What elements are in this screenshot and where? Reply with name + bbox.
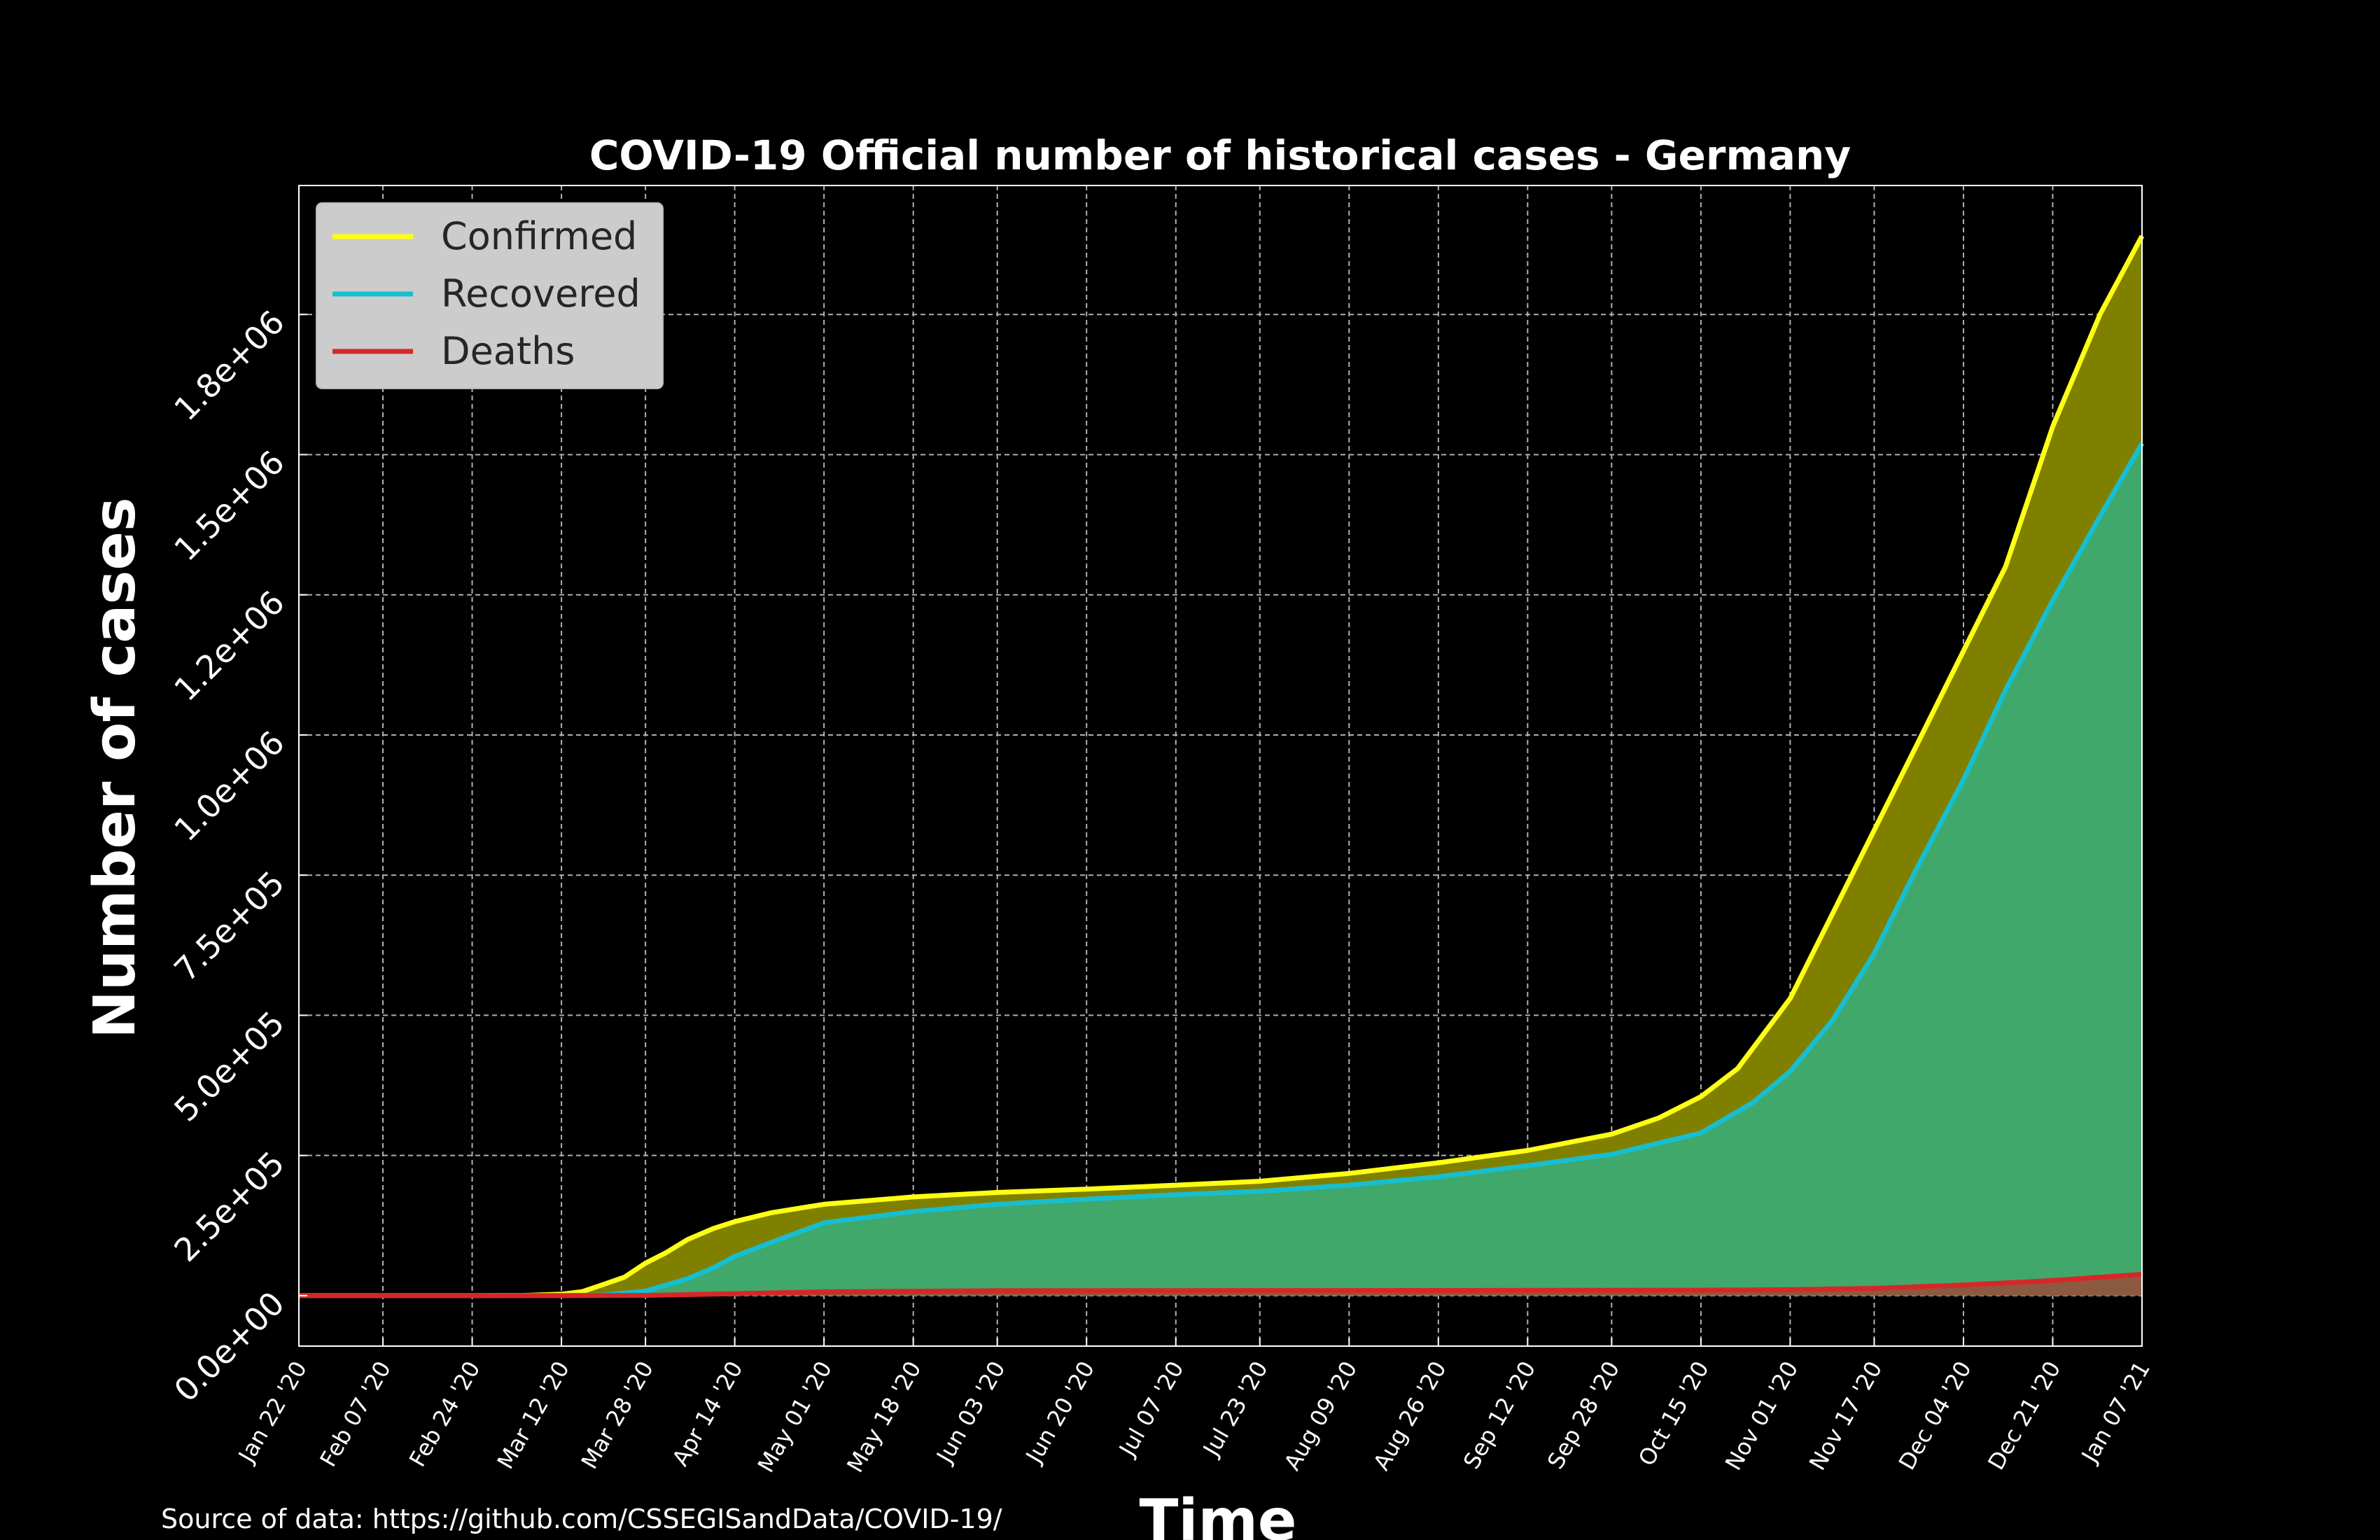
line-deaths <box>299 1272 2143 1298</box>
legend-label-recovered: Recovered <box>441 272 640 316</box>
legend-label-deaths: Deaths <box>441 329 575 373</box>
chart-title: COVID-19 Official number of historical c… <box>589 132 1851 179</box>
plot-frame <box>298 185 2143 1347</box>
x-axis-label: Time <box>1139 1488 1296 1540</box>
legend-box <box>316 202 664 389</box>
line-recovered <box>298 442 2145 1298</box>
y-axis-label: Number of cases <box>82 497 148 1038</box>
line-confirmed <box>299 234 2145 1298</box>
area-recovered <box>299 443 2142 1296</box>
data-source-note: Source of data: https://github.com/CSSEG… <box>161 1504 1002 1534</box>
legend-label-confirmed: Confirmed <box>441 214 637 258</box>
legend: Confirmed Recovered Deaths <box>316 202 664 389</box>
series-lines <box>298 234 2145 1298</box>
